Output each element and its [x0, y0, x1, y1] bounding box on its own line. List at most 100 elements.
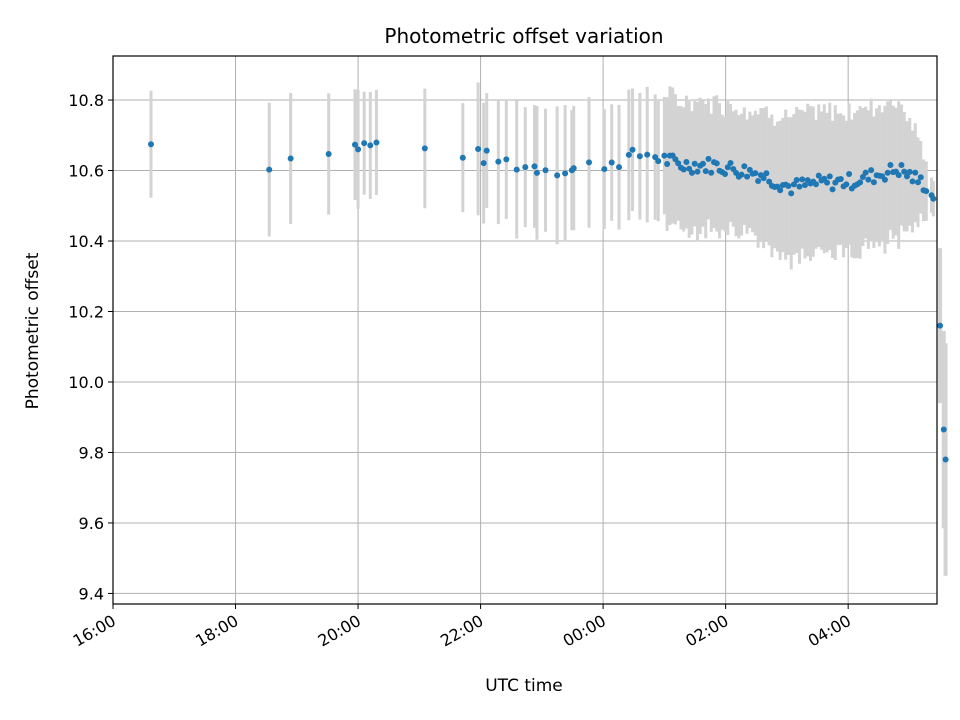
data-point	[266, 166, 273, 173]
data-point	[796, 183, 803, 190]
x-tick-label: 18:00	[192, 611, 241, 651]
data-point	[688, 169, 695, 176]
data-point	[713, 160, 720, 167]
data-point	[793, 176, 800, 183]
data-point	[722, 171, 729, 178]
y-tick-label: 10.4	[68, 232, 104, 251]
data-point	[705, 155, 712, 162]
data-point	[837, 176, 844, 183]
data-point	[636, 153, 643, 160]
data-point	[857, 179, 864, 186]
data-point	[586, 159, 593, 166]
data-point	[367, 142, 374, 149]
data-point	[495, 158, 502, 165]
data-point	[917, 174, 924, 181]
y-tick-label: 9.8	[79, 443, 104, 462]
data-point	[884, 169, 891, 176]
data-point	[699, 160, 706, 167]
data-point	[909, 178, 916, 185]
points-layer	[147, 139, 949, 463]
data-point	[513, 166, 520, 173]
data-point	[887, 162, 894, 169]
data-point	[664, 161, 671, 168]
data-point	[881, 176, 888, 183]
data-point	[683, 159, 690, 166]
data-point	[475, 145, 482, 152]
data-point	[940, 426, 947, 433]
y-tick-label: 10.8	[68, 91, 104, 110]
data-point	[480, 160, 487, 167]
data-point	[483, 147, 490, 154]
plot-frame	[112, 55, 938, 605]
data-point	[777, 187, 784, 194]
data-point	[829, 186, 836, 193]
data-point	[868, 167, 875, 174]
x-tick-label: 00:00	[560, 611, 609, 651]
data-point	[351, 141, 358, 148]
data-point	[915, 179, 922, 186]
data-point	[533, 169, 540, 176]
y-tick-label: 10.6	[68, 162, 104, 181]
data-point	[625, 151, 632, 158]
data-point	[741, 163, 748, 170]
data-point	[702, 168, 709, 175]
error-bars-layer	[149, 82, 948, 576]
data-point	[801, 182, 808, 189]
data-point	[923, 188, 930, 195]
data-point	[912, 169, 919, 176]
data-point	[843, 181, 850, 188]
data-point	[895, 172, 902, 179]
data-point	[870, 179, 877, 186]
data-point	[760, 175, 767, 182]
data-point	[325, 150, 332, 157]
data-point	[738, 171, 745, 178]
data-point	[629, 146, 636, 153]
data-point	[147, 141, 154, 148]
data-point	[930, 195, 937, 202]
data-point	[644, 151, 651, 158]
data-point	[355, 146, 362, 153]
data-point	[562, 170, 569, 177]
data-point	[898, 162, 905, 169]
data-point	[616, 164, 623, 171]
data-point	[361, 140, 368, 147]
y-tick-label: 10.2	[68, 302, 104, 321]
x-tick-label: 20:00	[315, 611, 364, 651]
data-point	[788, 190, 795, 197]
x-tick-label: 02:00	[682, 611, 731, 651]
data-point	[859, 173, 866, 180]
data-point	[903, 173, 910, 180]
y-tick-label: 10.0	[68, 373, 104, 392]
data-point	[680, 166, 687, 173]
data-point	[813, 181, 820, 188]
data-point	[542, 167, 549, 174]
data-point	[815, 172, 822, 179]
chart-title: Photometric offset variation	[384, 24, 663, 48]
x-tick-label: 04:00	[805, 611, 854, 651]
data-point	[865, 176, 872, 183]
data-point	[724, 164, 731, 171]
data-point	[287, 155, 294, 162]
data-point	[766, 178, 773, 185]
data-point	[755, 178, 762, 185]
y-tick-label: 9.4	[79, 584, 104, 603]
data-point	[601, 166, 608, 173]
data-point	[846, 171, 853, 178]
data-point	[906, 168, 913, 175]
data-point	[661, 152, 668, 159]
data-point	[862, 169, 869, 176]
x-tick-label: 16:00	[70, 611, 119, 651]
data-point	[373, 139, 380, 146]
y-axis-title: Photometric offset	[23, 252, 43, 409]
data-point	[763, 170, 770, 177]
data-point	[708, 169, 715, 176]
x-tick-label: 22:00	[437, 611, 486, 651]
data-point	[570, 165, 577, 172]
data-point	[727, 159, 734, 166]
data-point	[694, 168, 701, 175]
data-point	[901, 168, 908, 175]
data-point	[942, 456, 949, 463]
data-point	[608, 159, 615, 166]
data-point	[459, 154, 466, 161]
